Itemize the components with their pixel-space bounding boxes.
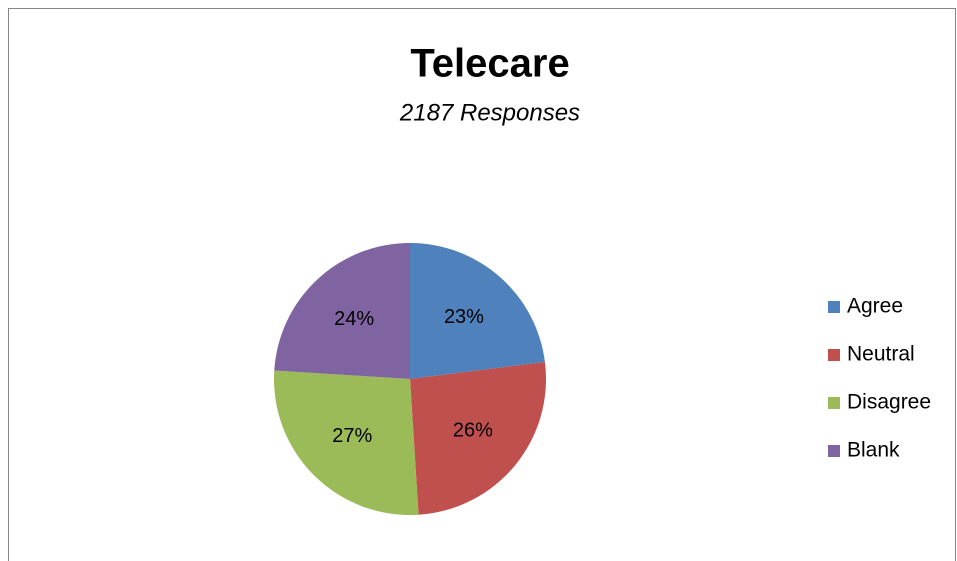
legend-swatch — [828, 301, 840, 313]
chart-title: Telecare — [410, 42, 569, 86]
data-label: 27% — [332, 425, 372, 447]
pie-slice — [274, 242, 410, 379]
pie-slice — [410, 243, 545, 379]
legend-swatch — [828, 349, 840, 361]
data-label: 23% — [444, 306, 484, 328]
data-label: 26% — [453, 419, 493, 441]
pie-slice — [410, 361, 546, 515]
legend-swatch — [828, 397, 840, 409]
data-label: 24% — [334, 308, 374, 330]
chart-subtitle: 2187 Responses — [399, 99, 580, 126]
legend-label: Disagree — [847, 391, 931, 414]
legend-swatch — [828, 445, 840, 457]
legend-label: Neutral — [847, 343, 915, 366]
legend-label: Blank — [847, 439, 900, 462]
pie-slice — [274, 370, 419, 515]
legend-label: Agree — [847, 295, 903, 318]
